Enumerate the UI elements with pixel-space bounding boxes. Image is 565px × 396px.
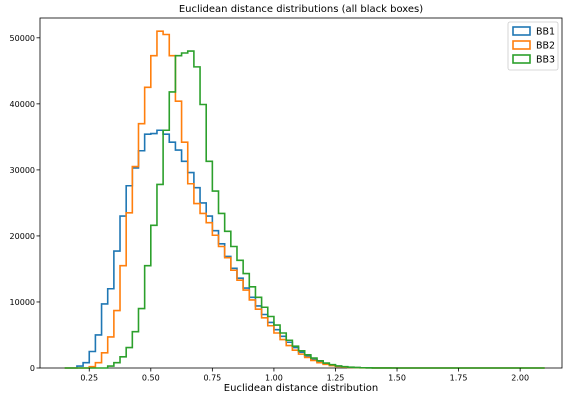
x-tick-label: 1.50 xyxy=(388,374,406,383)
y-axis: 0 10000 20000 30000 40000 50000 xyxy=(10,34,40,373)
series-line-bb2 xyxy=(64,30,545,369)
x-tick-label: 1.25 xyxy=(327,374,345,383)
legend-label-bb3: BB3 xyxy=(536,55,555,66)
y-tick-label: 20000 xyxy=(10,232,35,241)
x-tick-label: 0.25 xyxy=(80,374,98,383)
legend-swatch-bb3 xyxy=(512,54,531,64)
legend-label-bb2: BB2 xyxy=(536,41,555,52)
legend-box xyxy=(507,21,559,71)
x-tick-label: 0.75 xyxy=(203,374,221,383)
plot-area-frame xyxy=(39,17,563,369)
y-tick-label: 0 xyxy=(30,364,35,373)
legend-label-bb1: BB1 xyxy=(536,27,555,38)
series-layer xyxy=(64,30,545,369)
y-tick-label: 50000 xyxy=(10,34,35,43)
x-tick-label: 1.75 xyxy=(450,374,468,383)
legend-swatch-bb1 xyxy=(512,26,531,36)
x-tick-label: 0.50 xyxy=(142,374,160,383)
y-tick-label: 40000 xyxy=(10,100,35,109)
x-axis: 0.25 0.50 0.75 1.00 1.25 1.50 1.75 2.00 xyxy=(80,368,529,383)
x-tick-label: 1.00 xyxy=(265,374,283,383)
chart-title: Euclidean distance distributions (all bl… xyxy=(179,4,423,15)
legend: BB1 BB2 BB3 xyxy=(507,21,559,71)
x-axis-title: Euclidean distance distribution xyxy=(224,383,378,394)
y-tick-label: 30000 xyxy=(10,166,35,175)
legend-swatch-bb2 xyxy=(512,40,531,50)
x-tick-label: 2.00 xyxy=(511,374,529,383)
y-tick-label: 10000 xyxy=(10,298,35,307)
series-line-bb3 xyxy=(64,50,545,369)
